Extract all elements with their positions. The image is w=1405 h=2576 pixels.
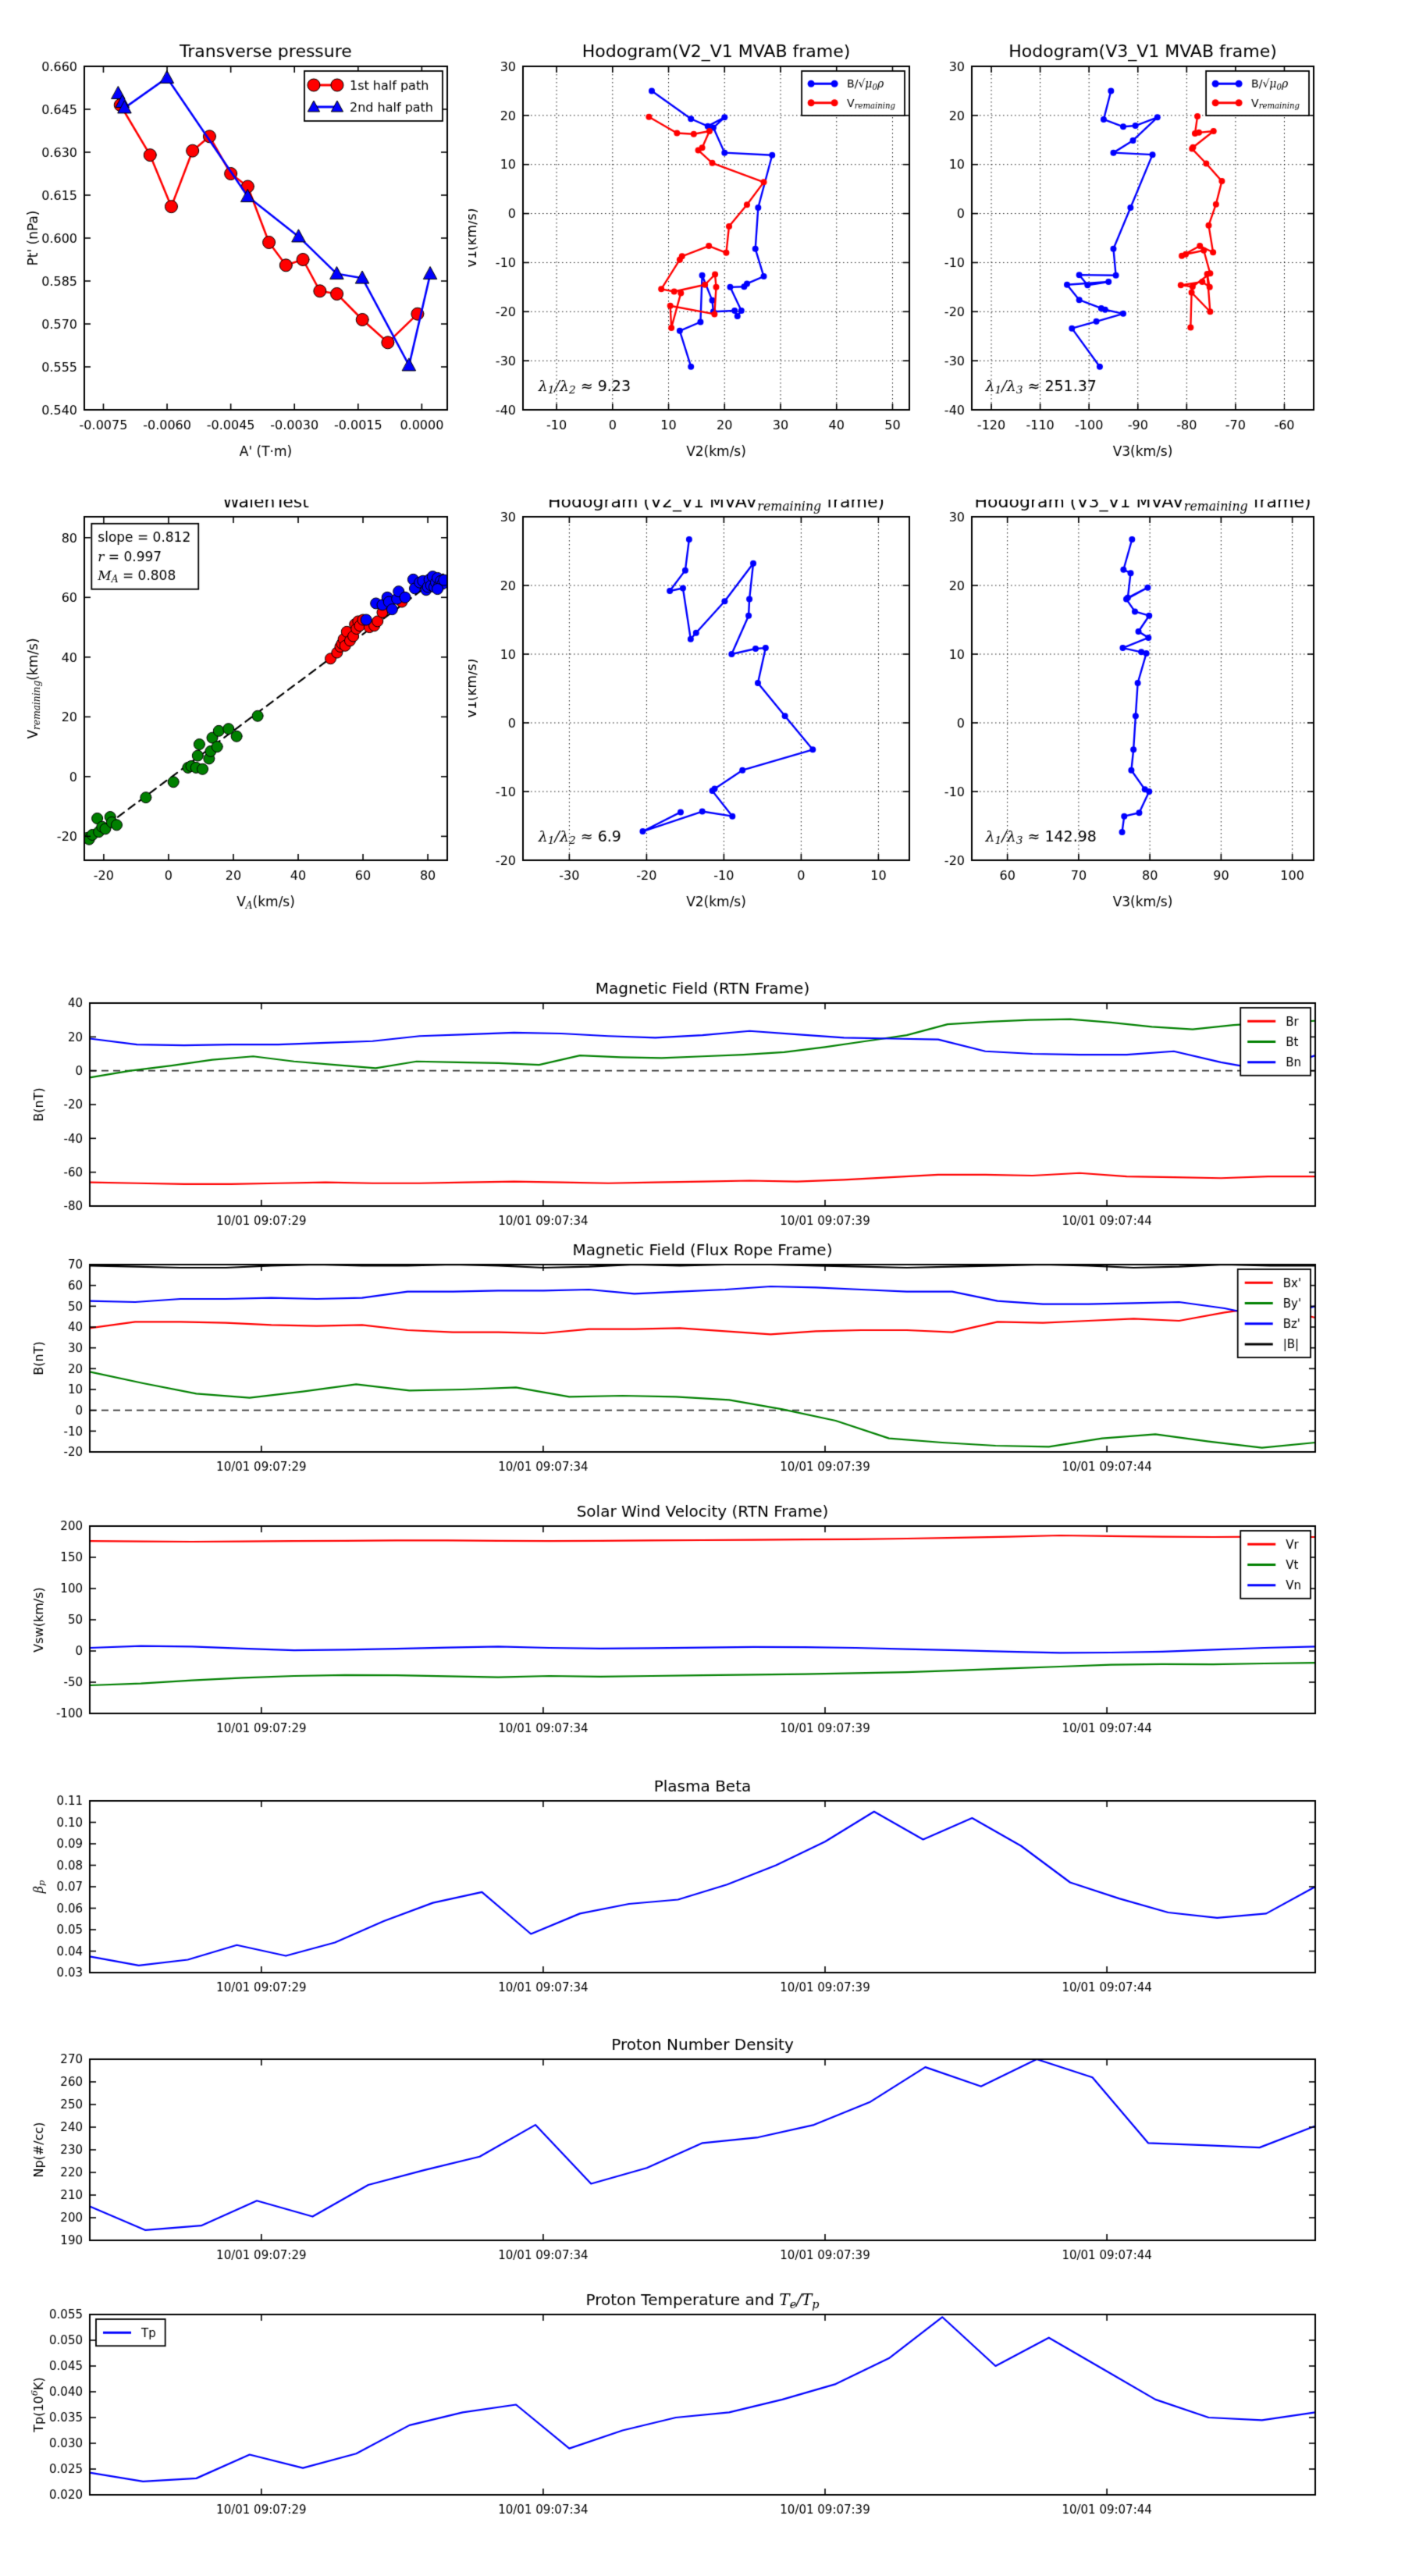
hodogram-v3v1-mvab-chart xyxy=(937,0,1405,500)
hodogram-v3v1-mvav-chart xyxy=(937,500,1405,999)
walen-test-chart xyxy=(0,500,468,999)
magnetic-field-fluxrope-chart xyxy=(0,1233,1405,1495)
plasma-beta-chart xyxy=(0,1756,1405,2030)
hodogram-v2v1-mvab-chart xyxy=(468,0,937,500)
transverse-pressure-chart xyxy=(0,0,468,500)
magnetic-field-rtn-chart xyxy=(0,960,1405,1233)
proton-density-chart xyxy=(0,2030,1405,2291)
proton-temperature-chart xyxy=(0,2291,1405,2576)
hodogram-v2v1-mvav-chart xyxy=(468,500,937,999)
solar-wind-velocity-chart xyxy=(0,1495,1405,1756)
